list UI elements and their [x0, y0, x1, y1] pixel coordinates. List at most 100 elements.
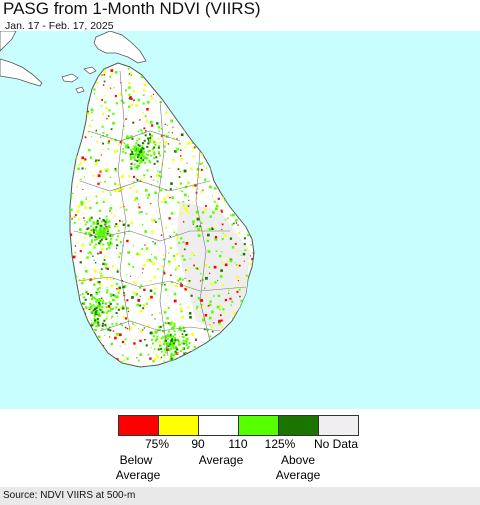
ndvi-pixel: [128, 97, 131, 100]
ndvi-pixel: [81, 156, 85, 160]
ndvi-pixel: [142, 307, 145, 310]
ndvi-pixel: [172, 342, 175, 345]
ndvi-pixel: [200, 222, 203, 224]
ndvi-pixel: [98, 217, 101, 220]
ndvi-pixel: [115, 102, 119, 105]
ndvi-pixel: [166, 348, 170, 351]
ndvi-pixel: [152, 262, 156, 266]
ndvi-pixel: [196, 225, 199, 227]
ndvi-pixel: [114, 138, 117, 142]
ndvi-pixel: [155, 221, 157, 223]
ndvi-pixel: [214, 187, 217, 190]
ndvi-pixel: [166, 135, 169, 138]
ndvi-pixel: [106, 221, 109, 224]
ndvi-pixel: [95, 238, 98, 241]
ndvi-pixel: [151, 206, 153, 208]
ndvi-pixel: [201, 211, 205, 214]
ndvi-pixel: [132, 156, 135, 159]
ndvi-pixel: [173, 137, 176, 140]
ndvi-pixel: [161, 265, 164, 268]
ndvi-pixel: [151, 314, 153, 316]
ndvi-pixel: [113, 299, 116, 302]
ndvi-pixel: [90, 319, 92, 321]
ndvi-pixel: [130, 167, 133, 170]
ndvi-pixel: [197, 234, 201, 237]
ndvi-pixel: [177, 253, 179, 255]
ndvi-pixel: [228, 292, 230, 294]
ndvi-pixel: [95, 237, 98, 240]
ndvi-pixel: [93, 328, 96, 331]
ndvi-pixel: [92, 174, 95, 177]
ndvi-pixel: [98, 299, 101, 302]
ndvi-pixel: [150, 260, 153, 263]
ndvi-pixel: [166, 333, 169, 336]
ndvi-pixel: [181, 342, 184, 345]
ndvi-pixel: [98, 290, 101, 293]
ndvi-pixel: [97, 288, 99, 291]
ndvi-pixel: [158, 217, 161, 220]
ndvi-pixel: [163, 311, 167, 314]
ndvi-pixel: [85, 307, 88, 310]
ndvi-pixel: [136, 167, 139, 170]
ndvi-pixel: [106, 229, 109, 232]
ndvi-pixel: [125, 146, 127, 149]
ndvi-pixel: [134, 145, 137, 148]
ndvi-pixel: [150, 170, 152, 172]
ndvi-pixel: [102, 200, 105, 203]
ndvi-pixel: [85, 290, 88, 294]
ndvi-pixel: [136, 357, 138, 359]
ndvi-pixel: [105, 218, 108, 221]
ndvi-pixel: [140, 155, 143, 158]
ndvi-pixel: [94, 297, 97, 300]
ndvi-pixel: [90, 216, 93, 219]
ndvi-pixel: [131, 219, 133, 221]
ndvi-pixel: [151, 253, 153, 256]
ndvi-pixel: [193, 264, 195, 267]
ndvi-pixel: [136, 149, 139, 152]
ndvi-pixel: [116, 358, 119, 361]
ndvi-pixel: [91, 324, 94, 327]
source-bar: Source: NDVI VIIRS at 500-m: [0, 487, 480, 505]
ndvi-pixel: [213, 322, 215, 324]
ndvi-pixel: [97, 321, 100, 324]
ndvi-pixel: [92, 322, 95, 325]
ndvi-pixel: [193, 146, 196, 149]
ndvi-pixel: [218, 254, 222, 258]
ndvi-pixel: [133, 145, 136, 148]
ndvi-pixel: [90, 253, 92, 255]
ndvi-pixel: [149, 121, 153, 124]
ndvi-pixel: [154, 143, 157, 146]
ndvi-pixel: [114, 182, 117, 185]
ndvi-pixel: [101, 233, 104, 236]
ndvi-pixel: [182, 347, 185, 350]
ndvi-pixel: [196, 267, 199, 270]
ndvi-pixel: [204, 314, 208, 317]
ndvi-pixel: [101, 328, 104, 330]
ndvi-pixel: [173, 299, 177, 303]
ndvi-pixel: [170, 182, 173, 185]
ndvi-pixel: [98, 298, 101, 300]
ndvi-pixel: [197, 188, 198, 190]
ndvi-pixel: [128, 93, 131, 96]
ndvi-pixel: [158, 185, 161, 188]
ndvi-pixel: [100, 169, 103, 172]
ndvi-pixel: [143, 304, 146, 308]
ndvi-pixel: [94, 313, 97, 316]
ndvi-pixel: [157, 181, 159, 183]
ndvi-pixel: [150, 95, 152, 97]
ndvi-pixel: [108, 109, 111, 112]
ndvi-pixel: [131, 152, 134, 155]
ndvi-pixel: [103, 219, 106, 222]
ndvi-pixel: [108, 301, 111, 304]
ndvi-pixel: [106, 168, 110, 171]
ndvi-pixel: [168, 217, 171, 220]
ndvi-pixel: [219, 314, 222, 317]
ndvi-pixel: [232, 317, 234, 320]
ndvi-pixel: [140, 158, 143, 161]
ndvi-pixel: [129, 96, 132, 99]
ndvi-pixel: [108, 220, 111, 223]
ndvi-pixel: [106, 242, 109, 245]
ndvi-pixel: [181, 255, 184, 258]
ndvi-pixel: [103, 345, 105, 347]
ndvi-pixel: [97, 174, 101, 178]
